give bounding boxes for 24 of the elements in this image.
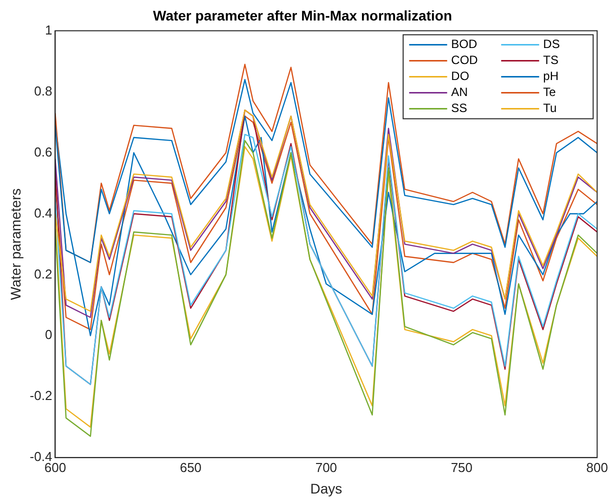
y-tick-label: 0.6: [34, 144, 52, 160]
legend-label: Te: [543, 85, 556, 100]
legend-label: TS: [543, 53, 558, 68]
legend-label: AN: [451, 85, 468, 100]
legend-label: DS: [543, 37, 560, 52]
legend-label: DO: [451, 69, 470, 84]
y-axis-title: Water parameters: [7, 188, 24, 300]
y-tick-label: 0.2: [34, 266, 52, 282]
x-tick-label: 800: [586, 460, 608, 475]
legend-label: pH: [543, 69, 558, 84]
y-tick-label: 1: [44, 22, 52, 38]
y-tick-label: 0.8: [34, 83, 52, 98]
legend-label: COD: [451, 53, 478, 68]
x-tick-label: 700: [315, 460, 338, 475]
x-tick-label: 650: [180, 460, 202, 475]
chart-title: Water parameter after Min-Max normalization: [153, 7, 452, 24]
x-tick-label: 750: [450, 460, 473, 475]
y-tick-label: 0: [44, 327, 52, 342]
legend-label: SS: [451, 101, 468, 116]
x-axis-title: Days: [310, 480, 342, 496]
legend-label: Tu: [543, 101, 557, 116]
legend-label: BOD: [451, 37, 478, 52]
y-tick-label: 0.4: [34, 205, 52, 220]
y-tick-label: -0.2: [30, 388, 52, 404]
